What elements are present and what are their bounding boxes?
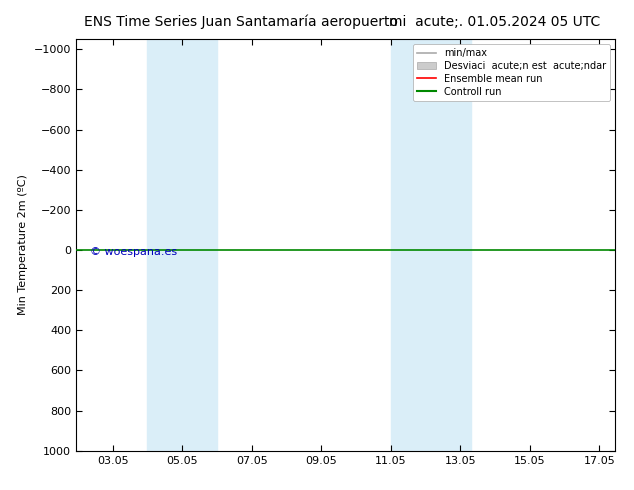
Bar [425,39,470,451]
Bar [182,39,217,451]
Bar [147,39,182,451]
Text: mi  acute;. 01.05.2024 05 UTC: mi acute;. 01.05.2024 05 UTC [389,15,600,29]
Text: © woespana.es: © woespana.es [89,247,177,257]
Text: ENS Time Series Juan Santamaría aeropuerto: ENS Time Series Juan Santamaría aeropuer… [84,15,398,29]
Bar [391,39,425,451]
Legend: min/max, Desviaci  acute;n est  acute;ndar, Ensemble mean run, Controll run: min/max, Desviaci acute;n est acute;ndar… [413,44,610,100]
Y-axis label: Min Temperature 2m (ºC): Min Temperature 2m (ºC) [18,174,29,316]
